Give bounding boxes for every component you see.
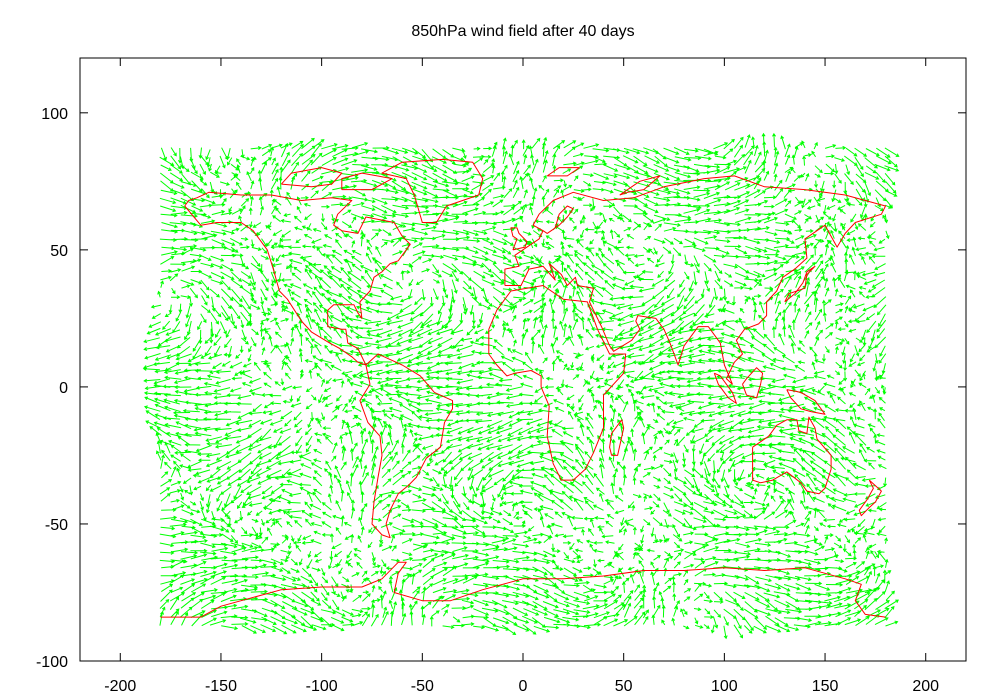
y-tick-label: 0 — [59, 380, 68, 397]
y-tick-label: -50 — [45, 517, 68, 534]
wind-vector-layer — [142, 132, 900, 640]
wind-vectors — [142, 132, 900, 640]
coastline — [542, 205, 574, 234]
coastline — [742, 367, 764, 399]
axis-ticks: -200 -150 -100 -50 0 50 100 150 200 -100 -50 0 50 100 — [36, 58, 966, 695]
x-tick-label: 200 — [912, 678, 939, 695]
x-tick-label: -150 — [205, 678, 237, 695]
coastline — [341, 172, 393, 191]
x-tick-label: 100 — [711, 678, 738, 695]
chart-title: 850hPa wind field after 40 days — [411, 23, 634, 40]
x-tick-label: 0 — [519, 678, 528, 695]
y-tick-label: -100 — [36, 654, 68, 671]
coastline — [619, 175, 661, 196]
x-tick-label: -100 — [306, 678, 338, 695]
coastline — [713, 372, 737, 404]
y-tick-label: 100 — [41, 106, 68, 123]
x-tick-label: 50 — [615, 678, 633, 695]
coastline — [752, 416, 832, 495]
coastline — [609, 419, 625, 456]
coastline — [359, 353, 453, 539]
plot-frame — [79, 57, 967, 662]
coastline — [488, 285, 627, 481]
coastline — [858, 479, 882, 517]
coastline — [510, 227, 528, 251]
coastline — [784, 265, 816, 303]
coastline — [160, 561, 886, 618]
coastline — [504, 175, 886, 385]
x-tick-label: -50 — [411, 678, 434, 695]
y-tick-label: 50 — [50, 243, 68, 260]
coastline — [381, 158, 484, 223]
coastline — [281, 167, 343, 188]
coastline-layer — [160, 158, 886, 618]
x-tick-label: 150 — [812, 678, 839, 695]
coastline — [546, 167, 580, 177]
x-tick-label: -200 — [104, 678, 136, 695]
coastline — [786, 389, 826, 415]
coastline — [184, 191, 411, 366]
